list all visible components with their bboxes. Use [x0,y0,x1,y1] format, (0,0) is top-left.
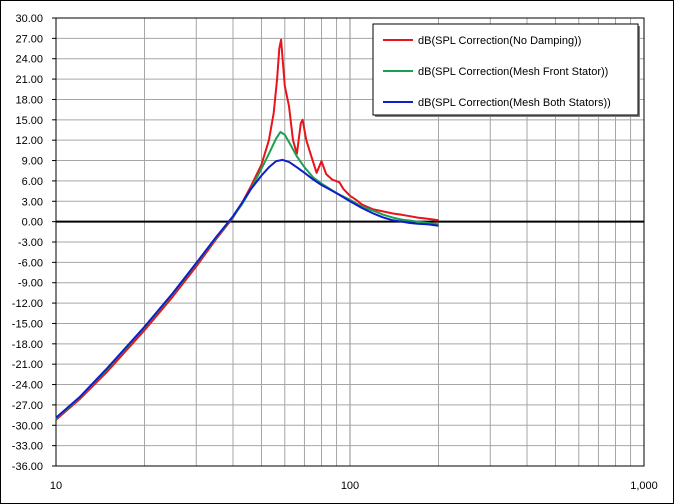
y-tick-label: 24.00 [15,54,43,66]
y-tick-label: 21.00 [15,74,43,86]
series-layer [55,38,439,421]
series-line-2 [55,131,439,420]
y-tick-label: 6.00 [22,176,43,188]
y-tick-label: -21.00 [12,359,43,371]
y-tick-label: -9.00 [18,278,43,290]
series-line-3 [55,158,439,419]
legend-label-1: dB(SPL Correction(No Damping)) [418,35,581,47]
x-tick-label: 10 [50,480,62,492]
y-tick-label: -24.00 [12,380,43,392]
y-tick-label: 15.00 [15,115,43,127]
y-tick-label: 0.00 [22,217,43,229]
y-tick-label: -27.00 [12,400,43,412]
y-tick-label: -12.00 [12,298,43,310]
y-tick-label: 9.00 [22,156,43,168]
y-tick-label: 27.00 [15,33,43,45]
y-tick-label: 3.00 [22,196,43,208]
y-tick-label: -6.00 [18,257,43,269]
y-tick-label: 18.00 [15,94,43,106]
y-tick-label: 30.00 [15,13,43,25]
legend-label-3: dB(SPL Correction(Mesh Both Stators)) [418,97,611,109]
axis-layer: 30.00 27.00 24.00 21.00 18.00 15.00 12.00 9.00 6… [12,13,658,492]
legend-label-2: dB(SPL Correction(Mesh Front Stator)) [418,66,608,78]
legend-box [372,23,639,116]
x-tick-label: 100 [341,480,359,492]
y-tick-label: 12.00 [15,135,43,147]
legend: dB(SPL Correction(No Damping)) dB(SPL Cor… [372,23,640,117]
x-tick-label: 1,000 [630,480,658,492]
y-tick-label: -18.00 [12,339,43,351]
y-tick-label: -36.00 [12,461,43,473]
y-tick-label: -15.00 [12,318,43,330]
y-tick-label: -3.00 [18,237,43,249]
y-tick-label: -30.00 [12,420,43,432]
y-tick-label: -33.00 [12,441,43,453]
